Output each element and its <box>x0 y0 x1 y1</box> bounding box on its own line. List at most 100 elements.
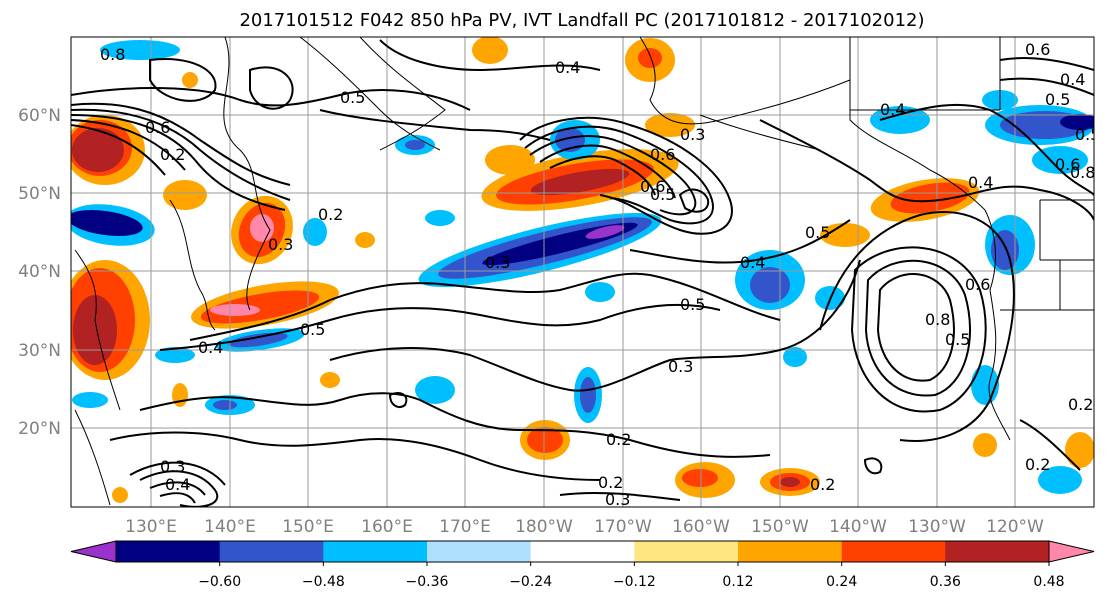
contour-label: 0.2 <box>606 430 631 449</box>
contour-label: 0.4 <box>968 173 993 192</box>
map-frame <box>70 36 1095 508</box>
contour-line <box>388 392 408 408</box>
longitude-label: 130°W <box>908 517 966 537</box>
contour-line <box>109 431 601 481</box>
contour-label: 0.5 <box>340 88 365 107</box>
colorbar-segment <box>323 541 428 562</box>
latitude-label: 50°N <box>18 184 61 204</box>
contour-line <box>319 109 551 141</box>
shading-patch <box>72 392 108 408</box>
longitude-label: 150°W <box>751 517 809 537</box>
contour-line <box>524 125 714 225</box>
contour-label: 0.8 <box>925 310 950 329</box>
colorbar-segment <box>841 541 946 562</box>
contour-label: 0.5 <box>1075 125 1100 144</box>
shading-patch <box>783 347 807 367</box>
shading-patch <box>182 72 198 88</box>
colorbar-tick-label: −0.12 <box>613 574 656 590</box>
contour-line <box>850 246 987 413</box>
contour-label: 0.8 <box>1070 163 1095 182</box>
shading-patch <box>991 230 1019 270</box>
shading-patch <box>585 282 615 302</box>
longitude-label: 130°E <box>125 517 177 537</box>
contour-line <box>539 144 676 199</box>
coastline <box>74 249 121 411</box>
contour-label: 0.3 <box>605 490 630 509</box>
shading-patch <box>682 469 718 487</box>
shading-patch <box>72 128 124 172</box>
shading-patch <box>485 145 535 175</box>
shading-patch <box>472 37 508 64</box>
contour-line <box>71 108 291 201</box>
shading-patch <box>73 295 117 365</box>
longitude-label: 120°W <box>986 517 1044 537</box>
pv-contours <box>71 39 1094 507</box>
contour-label: 0.5 <box>945 330 970 349</box>
contour-line <box>149 58 217 102</box>
shading-patch <box>530 168 630 196</box>
colorbar: −0.60 −0.48 −0.36 −0.24 −0.12 0.12 0.24 0.36 0.4… <box>70 540 1095 590</box>
contour-line <box>879 103 1094 196</box>
contour-label: 0.6 <box>965 275 990 294</box>
coastline <box>359 37 446 151</box>
contour-label: 0.3 <box>268 235 293 254</box>
colorbar-tick-label: −0.60 <box>198 574 241 590</box>
colorbar-segment <box>427 541 532 562</box>
contour-label: 0.4 <box>1060 70 1085 89</box>
contour-label: 0.4 <box>165 475 190 494</box>
contour-label: 0.6 <box>145 118 170 137</box>
contour-line <box>189 272 781 341</box>
contour-label-group: 0.8 0.6 0.5 0.4 0.6 0.5 0.2 0.2 0.3 0.3 … <box>100 40 1100 509</box>
colorbar-tick-label: −0.48 <box>302 574 345 590</box>
contour-line <box>819 211 1015 442</box>
map-title: 2017101512 F042 850 hPa PV, IVT Landfall… <box>239 10 924 31</box>
contour-line <box>549 155 656 196</box>
colorbar-segment <box>945 541 1050 562</box>
shading-patch <box>1065 432 1094 468</box>
contour-label: 0.3 <box>160 457 185 476</box>
shading-patch <box>890 182 970 214</box>
shading-patch <box>213 400 237 410</box>
contour-line <box>159 492 196 504</box>
shading-patch <box>100 40 180 60</box>
colorbar-segment <box>738 541 843 562</box>
longitude-label: 140°E <box>204 517 256 537</box>
colorbar-extend-high <box>1048 540 1095 563</box>
colorbar-tick-label: 0.36 <box>930 574 961 590</box>
shading-patch <box>870 106 930 134</box>
contour-line <box>71 119 186 171</box>
contour-line <box>1019 419 1081 471</box>
map-field: 0.8 0.6 0.5 0.4 0.6 0.5 0.2 0.2 0.3 0.3 … <box>71 37 1100 509</box>
shading-patch <box>303 218 327 246</box>
latitude-label: 20°N <box>18 419 61 439</box>
longitude-label: 150°E <box>282 517 334 537</box>
colorbar-extend-low <box>70 540 117 563</box>
contour-line <box>379 39 601 72</box>
border <box>850 37 1001 111</box>
colorbar-tick-label: 0.24 <box>826 574 857 590</box>
longitude-label: 170°E <box>439 517 491 537</box>
contour-line <box>129 461 226 486</box>
coastline <box>169 199 216 331</box>
contour-label: 0.6 <box>1055 155 1080 174</box>
shading-patch <box>973 433 997 457</box>
contour-line <box>864 259 972 397</box>
contour-label: 0.5 <box>680 295 705 314</box>
latitude-label: 60°N <box>18 106 61 126</box>
shading-patch <box>228 332 288 348</box>
shading-patch <box>405 140 425 150</box>
shading-patch <box>527 427 563 453</box>
contour-line <box>71 124 166 176</box>
colorbar-tick-label: −0.36 <box>406 574 449 590</box>
shading-patch <box>580 377 596 413</box>
colorbar-segment <box>530 541 635 562</box>
coastlines <box>74 37 1094 506</box>
shading-patch <box>638 48 662 68</box>
contour-label: 0.6 <box>650 145 675 164</box>
graticule <box>71 37 1094 507</box>
shading-patch <box>1038 466 1082 494</box>
contour-line <box>863 457 883 475</box>
contour-line <box>629 219 851 264</box>
contour-label: 0.2 <box>318 205 343 224</box>
contour-line <box>249 66 294 110</box>
